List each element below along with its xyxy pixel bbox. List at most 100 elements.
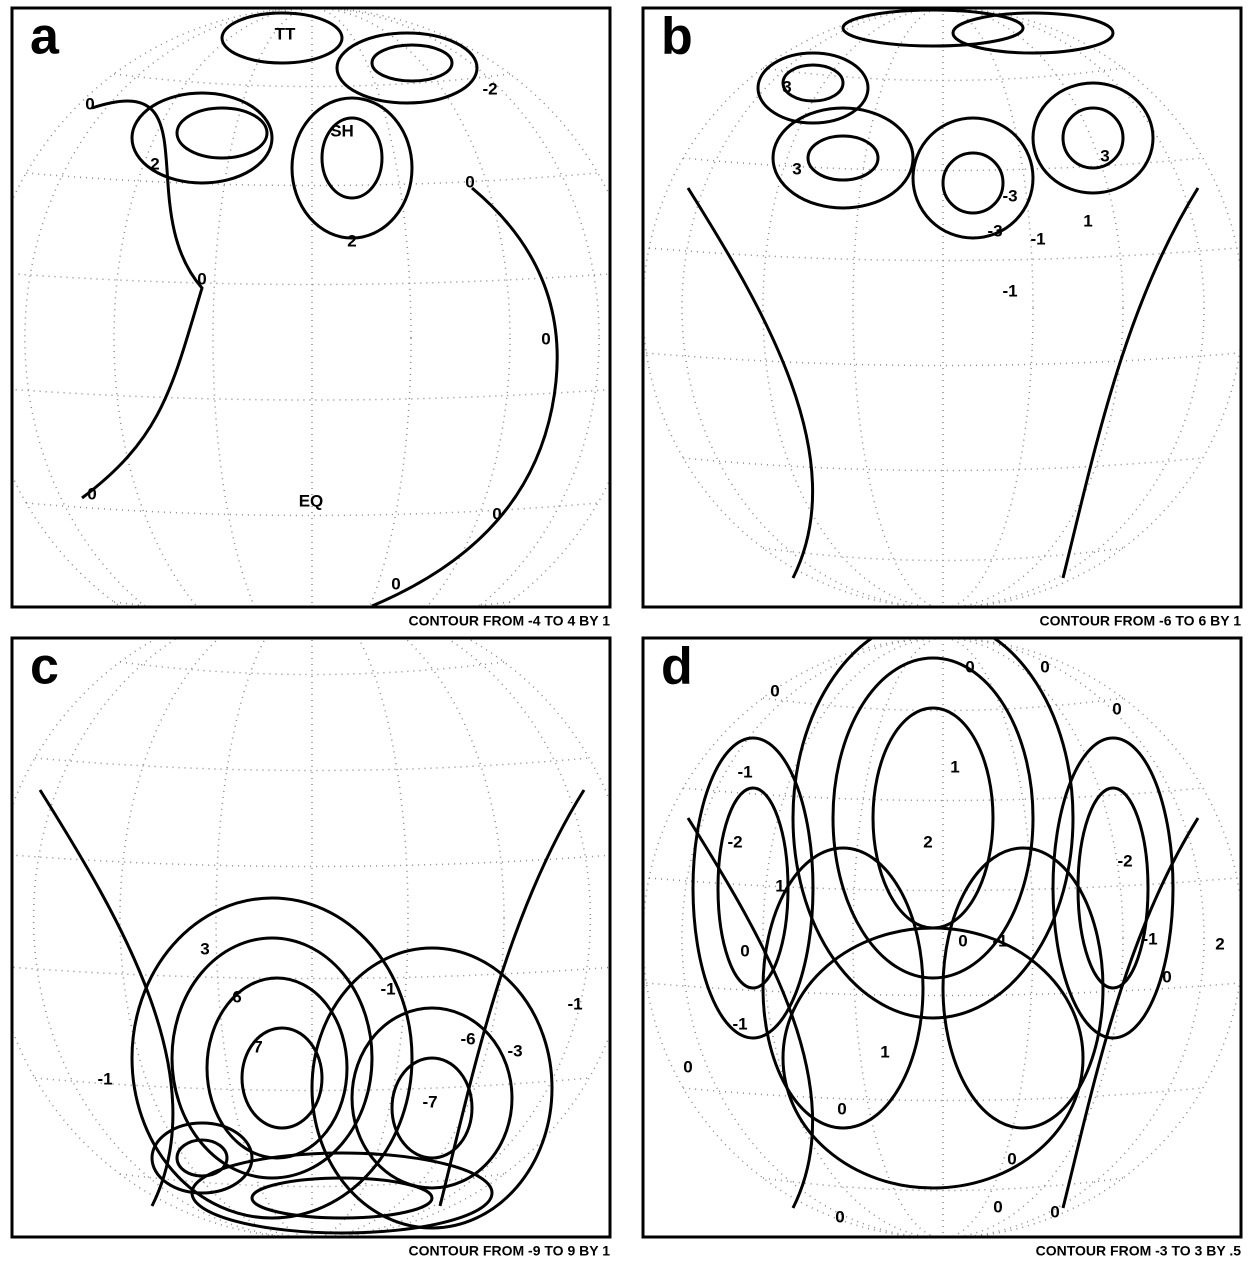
contour-label: -2 (482, 79, 497, 98)
figure: a 0 2 -2 0 2 0 0 EQ SH TT 0 0 0 CONTOUR FROM -4 TO 4 B… (0, 0, 1249, 1268)
contour (943, 153, 1003, 213)
contour-label: 3 (1100, 146, 1109, 165)
contour (693, 738, 813, 1038)
contour (783, 65, 843, 101)
contour-label: SH (330, 121, 354, 140)
contour (688, 188, 1198, 578)
contour (1078, 788, 1148, 988)
plot-area (0, 598, 632, 1238)
contour (1033, 83, 1153, 193)
parallel (646, 353, 1239, 366)
contour-label: -1 (1142, 929, 1157, 948)
contour (1053, 738, 1173, 1038)
parallel (0, 966, 628, 979)
parallel (35, 758, 589, 771)
contour-label: 3 (782, 77, 791, 96)
contour (192, 1153, 492, 1233)
panel-label: a (30, 8, 60, 66)
contour-label: 0 (1007, 1149, 1016, 1168)
caption: CONTOUR FROM -3 TO 3 BY .5 (1036, 1243, 1242, 1259)
panel: c 3 6 7 -1 -6 -3 -1 -1 -7 CONTOUR FROM -9 TO 9 BY … (0, 598, 632, 1259)
panel: d 0 0 0 0 -1 -2 1 2 -2 1 0 0 -1 -1 2 0 -1 1 0 0 0 0 0 0 CONTOUR F… (643, 618, 1243, 1259)
contour-label: 0 (835, 1207, 844, 1226)
parallel (120, 662, 504, 675)
contour-label: 0 (391, 574, 400, 593)
contour-label: 0 (1162, 967, 1171, 986)
contour-label: 1 (880, 1042, 889, 1061)
caption: CONTOUR FROM -6 TO 6 BY 1 (1040, 613, 1242, 629)
contour (372, 45, 452, 81)
contour (833, 658, 1033, 978)
contour-label: 2 (347, 231, 356, 250)
contour (172, 938, 372, 1178)
contour (132, 898, 412, 1218)
contour (808, 136, 878, 180)
contour-label: 0 (85, 94, 94, 113)
panel-label: c (30, 638, 59, 696)
contour-label: TT (275, 24, 296, 43)
contour-label: 2 (923, 832, 932, 851)
panel-frame (12, 8, 610, 607)
contour-label: -7 (422, 1092, 437, 1111)
panel-frame (643, 8, 1241, 607)
contour-label: 3 (200, 939, 209, 958)
contour-label: 1 (950, 757, 959, 776)
contour-label: 0 (541, 329, 550, 348)
contour-label: 0 (465, 172, 474, 191)
panel-label: d (661, 638, 693, 696)
contour-label: 7 (253, 1037, 262, 1056)
contour (913, 118, 1033, 238)
contour-label: 1 (1083, 211, 1092, 230)
contour-label: 0 (770, 681, 779, 700)
contour-label: -1 (732, 1014, 747, 1033)
panel-label: b (661, 8, 693, 66)
contour (82, 101, 557, 606)
caption: CONTOUR FROM -9 TO 9 BY 1 (409, 1243, 611, 1259)
contour-label: -1 (97, 1069, 112, 1088)
contour (207, 978, 347, 1158)
contour-label: 6 (232, 987, 241, 1006)
contour-label: -3 (987, 221, 1002, 240)
contour-label: 2 (150, 154, 159, 173)
contour-label: 0 (965, 657, 974, 676)
contour-label: -3 (1002, 186, 1017, 205)
contour-label: -6 (460, 1029, 475, 1048)
contour (873, 708, 993, 928)
contour-label: -3 (507, 1041, 522, 1060)
parallel (0, 854, 626, 867)
contour (953, 13, 1113, 53)
contour-label: 0 (492, 504, 501, 523)
contour-label: 0 (683, 1057, 692, 1076)
contour-label: 0 (837, 1099, 846, 1118)
contour-label: -1 (737, 762, 752, 781)
contour (312, 948, 552, 1228)
contour-label: -1 (1002, 281, 1017, 300)
caption: CONTOUR FROM -4 TO 4 BY 1 (409, 613, 611, 629)
contour (773, 108, 913, 208)
contour (337, 33, 477, 103)
plot-area (643, 618, 1243, 1238)
contour-label: -1 (992, 931, 1007, 950)
contour-label: 0 (197, 269, 206, 288)
contour-label: 0 (1112, 699, 1121, 718)
contour-label: -1 (380, 979, 395, 998)
contour-label: 2 (1215, 934, 1224, 953)
parallel (26, 173, 598, 186)
contour-label: -1 (1030, 229, 1045, 248)
contour-label: -2 (1117, 851, 1132, 870)
contour-label: 1 (775, 876, 784, 895)
contour-label: 0 (1040, 657, 1049, 676)
contour-label: 0 (993, 1197, 1002, 1216)
contour-label: 0 (87, 484, 96, 503)
contour-label: 0 (1050, 1202, 1059, 1221)
contour-label: 0 (740, 941, 749, 960)
contour-label: 0 (958, 931, 967, 950)
contour-label: -1 (567, 994, 582, 1013)
contour-label: -2 (727, 832, 742, 851)
contour-label: EQ (299, 491, 324, 510)
contour (177, 108, 267, 158)
contour (783, 928, 1083, 1188)
parallel (0, 388, 638, 401)
contour (1063, 108, 1123, 168)
